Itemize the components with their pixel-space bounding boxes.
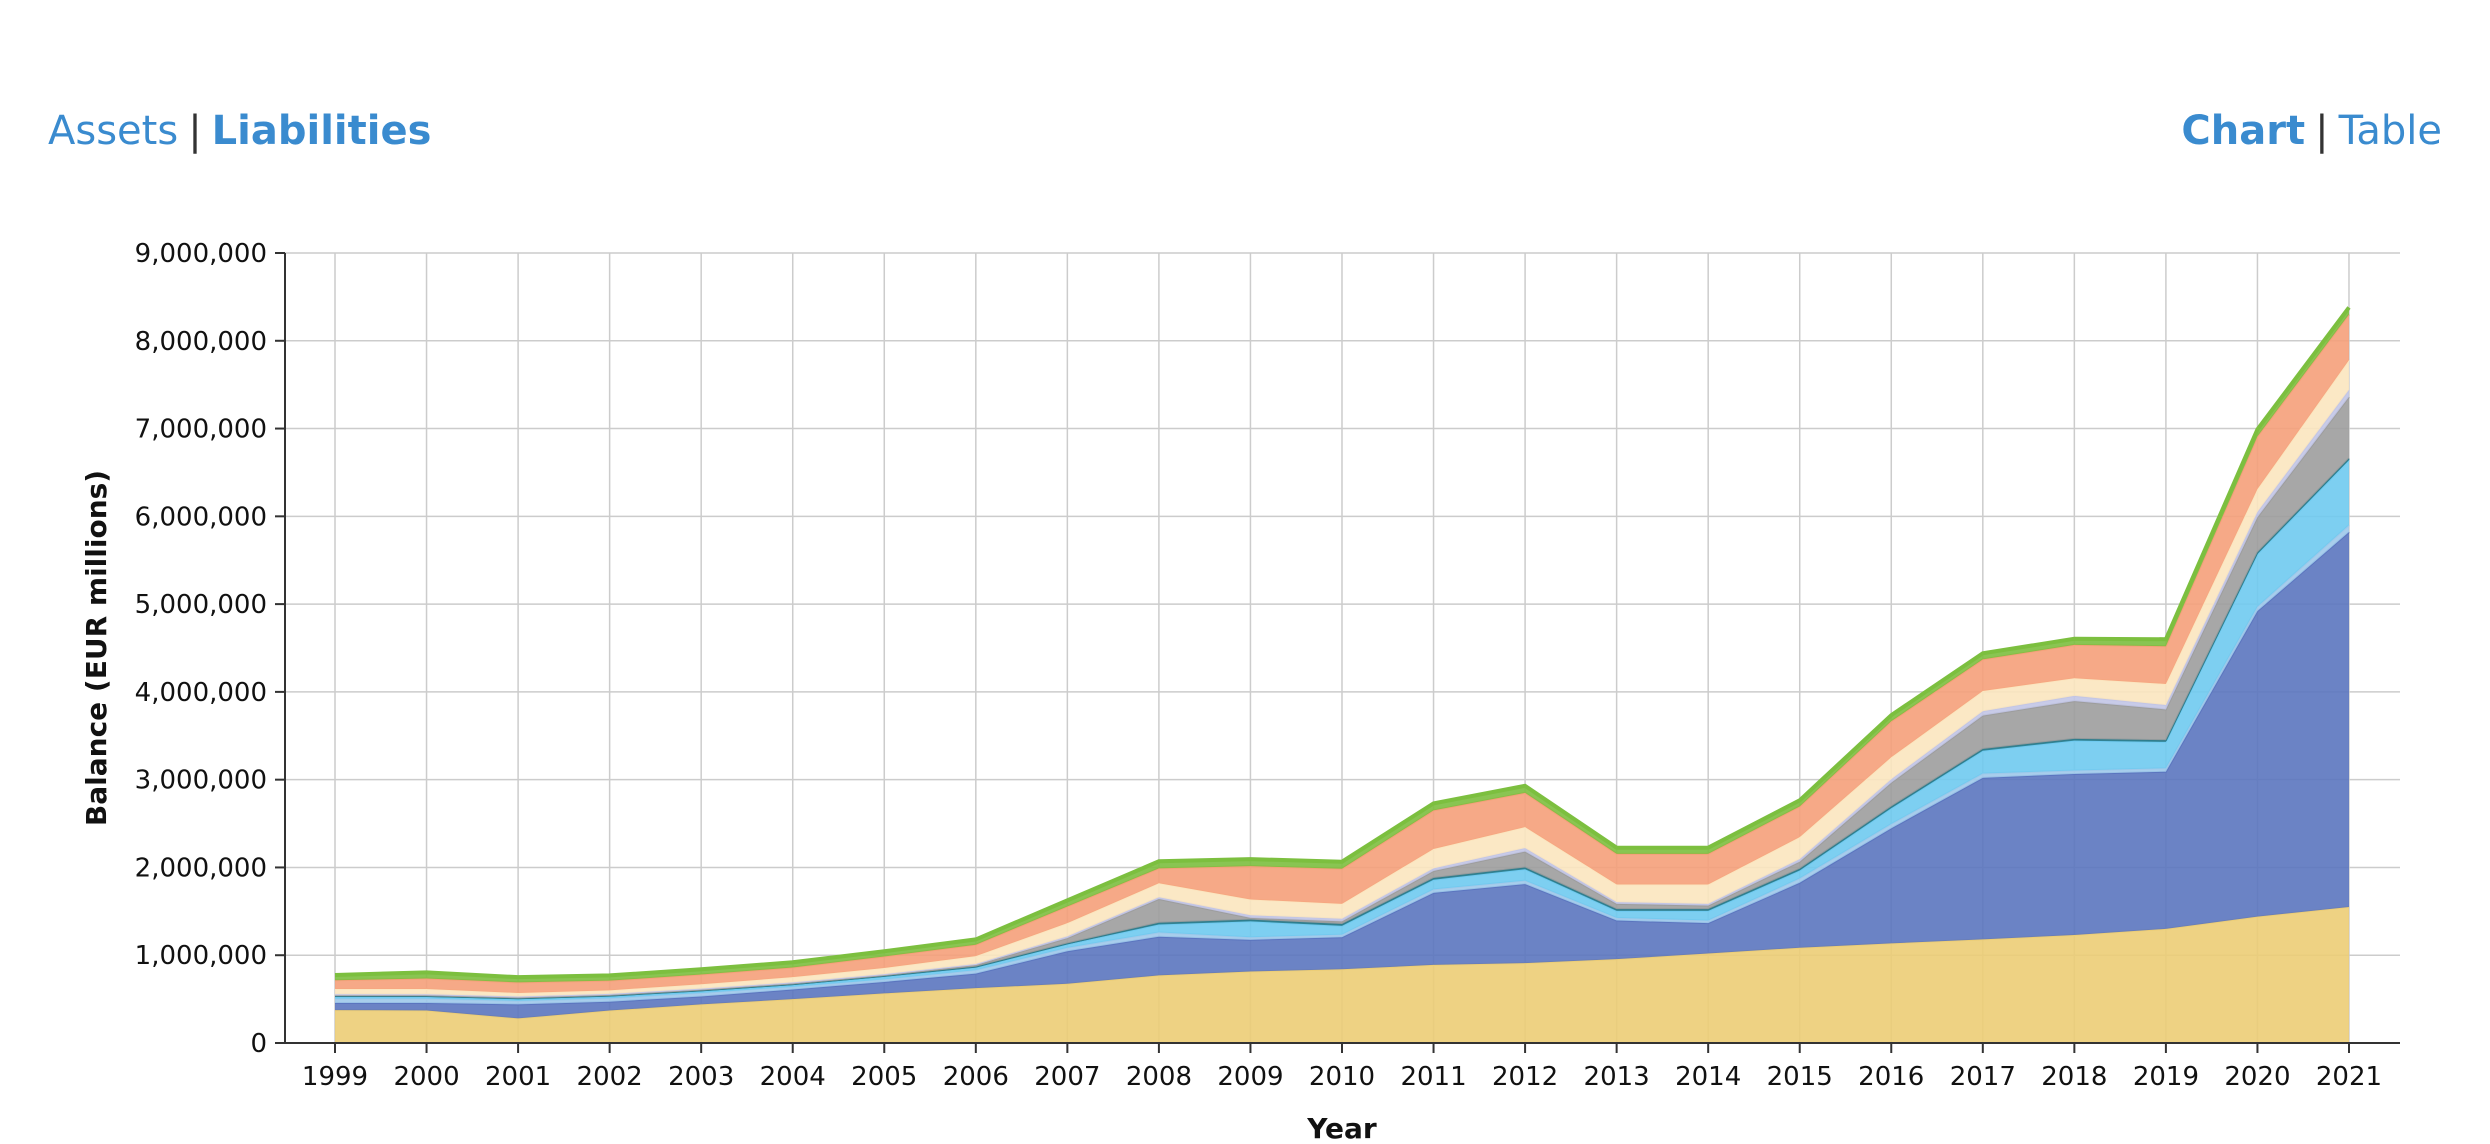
y-tick-label: 3,000,000 <box>135 766 267 796</box>
y-axis-title: Balance (EUR millions) <box>80 470 113 826</box>
y-tick-label: 6,000,000 <box>135 502 267 532</box>
x-tick-label: 2012 <box>1492 1062 1558 1092</box>
area-series-line-10 <box>334 306 2351 980</box>
y-tick-label: 5,000,000 <box>135 590 267 620</box>
chart-table-toggle: Chart | Table <box>2181 108 2442 154</box>
x-tick-label: 2015 <box>1767 1062 1833 1092</box>
assets-liabilities-toggle: Assets | Liabilities <box>48 108 431 154</box>
x-tick-label: 2009 <box>1217 1062 1283 1092</box>
x-tick-label: 2021 <box>2316 1062 2382 1092</box>
toggle-separator: | <box>188 108 202 154</box>
assets-link[interactable]: Assets <box>48 108 179 154</box>
table-link[interactable]: Table <box>2338 108 2442 154</box>
x-axis-ticks: 1999 2000 2001 2002 2003 2004 2005 2006 2007 2008… <box>302 1043 2382 1092</box>
y-tick-label: 8,000,000 <box>135 327 267 357</box>
x-tick-label: 2002 <box>577 1062 643 1092</box>
x-tick-label: 2018 <box>2041 1062 2107 1092</box>
liabilities-link[interactable]: Liabilities <box>211 108 432 154</box>
x-tick-label: 2011 <box>1400 1062 1466 1092</box>
toggle-separator: | <box>2315 108 2329 154</box>
x-tick-label: 2000 <box>393 1062 459 1092</box>
x-tick-label: 2001 <box>485 1062 551 1092</box>
y-tick-label: 7,000,000 <box>135 415 267 445</box>
x-tick-label: 2020 <box>2224 1062 2290 1092</box>
y-tick-label: 4,000,000 <box>135 678 267 708</box>
y-tick-label: 9,000,000 <box>135 239 267 269</box>
area-series-2 <box>335 532 2349 1019</box>
y-tick-label: 2,000,000 <box>135 853 267 883</box>
y-tick-label: 0 <box>250 1029 267 1059</box>
x-tick-label: 2017 <box>1950 1062 2016 1092</box>
x-axis-title: Year <box>1306 1112 1377 1144</box>
area-series-1 <box>335 906 2349 1043</box>
x-tick-label: 2008 <box>1126 1062 1192 1092</box>
y-tick-label: 1,000,000 <box>135 941 267 971</box>
y-axis-ticks: 0 1,000,000 2,000,000 3,000,000 4,000,000 5,0… <box>135 239 285 1059</box>
x-tick-label: 2003 <box>668 1062 734 1092</box>
area-series-group <box>334 306 2351 1043</box>
x-tick-label: 1999 <box>302 1062 368 1092</box>
chart-link[interactable]: Chart <box>2181 108 2306 154</box>
x-tick-label: 2005 <box>851 1062 917 1092</box>
x-tick-label: 2010 <box>1309 1062 1375 1092</box>
x-tick-label: 2016 <box>1858 1062 1924 1092</box>
x-tick-label: 2007 <box>1034 1062 1100 1092</box>
x-tick-label: 2006 <box>943 1062 1009 1092</box>
x-tick-label: 2014 <box>1675 1062 1741 1092</box>
x-tick-label: 2013 <box>1584 1062 1650 1092</box>
x-tick-label: 2004 <box>760 1062 826 1092</box>
x-tick-label: 2019 <box>2133 1062 2199 1092</box>
